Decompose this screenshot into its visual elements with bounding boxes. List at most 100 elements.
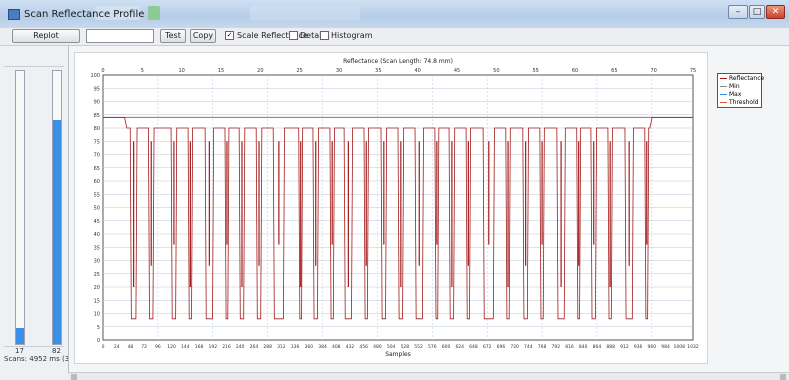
y-tick-label: 40 [94, 232, 100, 238]
x-tick-label: 240 [236, 344, 245, 350]
x-tick-label: 192 [208, 344, 217, 350]
top-tick-label: 45 [454, 68, 460, 74]
x-tick-label: 864 [593, 344, 602, 350]
meter-min-value: 17 [15, 347, 24, 355]
x-tick-label: 0 [102, 344, 105, 350]
close-button[interactable]: ✕ [766, 5, 785, 19]
legend-swatch [720, 78, 727, 79]
top-tick-label: 55 [532, 68, 538, 74]
y-tick-label: 25 [94, 272, 100, 278]
y-tick-label: 5 [97, 325, 100, 331]
y-tick-label: 95 [94, 86, 100, 92]
x-tick-label: 768 [538, 344, 547, 350]
x-tick-label: 408 [332, 344, 341, 350]
x-tick-label: 888 [606, 344, 615, 350]
top-tick-label: 0 [101, 68, 104, 74]
horizontal-scrollbar[interactable] [68, 372, 789, 380]
reflectance-chart: 0510152025303540455055606570758085909510… [90, 58, 698, 358]
x-tick-label: 48 [128, 344, 134, 350]
x-tick-label: 648 [469, 344, 478, 350]
app-icon [8, 9, 20, 20]
x-tick-label: 672 [483, 344, 492, 350]
top-tick-label: 65 [611, 68, 617, 74]
x-tick-label: 624 [455, 344, 464, 350]
maximize-button[interactable]: □ [749, 5, 765, 19]
x-tick-label: 336 [291, 344, 300, 350]
x-tick-label: 696 [497, 344, 506, 350]
legend-label: Min [729, 83, 740, 90]
x-tick-label: 984 [661, 344, 670, 350]
y-tick-label: 0 [97, 338, 100, 344]
title-bar: Scan Reflectance Profile – □ ✕ [0, 0, 789, 28]
scroll-left-arrow[interactable] [71, 374, 77, 380]
y-tick-label: 35 [94, 245, 100, 251]
legend-item-reflectance: Reflectance [720, 75, 764, 83]
window-title: Scan Reflectance Profile [24, 9, 145, 20]
background-taskbar-item [95, 6, 140, 20]
legend-swatch [720, 102, 727, 103]
x-tick-label: 816 [565, 344, 574, 350]
top-tick-label: 35 [375, 68, 381, 74]
legend-item-max: Max [720, 91, 741, 99]
x-tick-label: 912 [620, 344, 629, 350]
test-button[interactable]: Test [160, 29, 186, 43]
y-tick-label: 90 [94, 100, 100, 106]
x-tick-label: 960 [648, 344, 657, 350]
x-tick-label: 168 [195, 344, 204, 350]
top-tick-label: 5 [141, 68, 144, 74]
scroll-right-arrow[interactable] [780, 374, 786, 380]
meter-max-value: 82 [52, 347, 61, 355]
x-tick-label: 528 [401, 344, 410, 350]
x-tick-label: 744 [524, 344, 533, 350]
toolbar-text-input[interactable] [86, 29, 154, 43]
replot-dropdown[interactable]: Replot [12, 29, 80, 43]
chart-legend: Reflectance Min Max Threshold [717, 73, 764, 108]
legend-swatch [720, 86, 727, 87]
details-checkbox[interactable] [289, 31, 298, 40]
histogram-checkbox[interactable] [320, 31, 329, 40]
top-tick-label: 10 [178, 68, 184, 74]
y-tick-label: 100 [90, 73, 100, 79]
minimize-button[interactable]: – [728, 5, 748, 19]
x-tick-label: 792 [551, 344, 560, 350]
y-tick-label: 55 [94, 192, 100, 198]
top-tick-label: 25 [296, 68, 302, 74]
y-tick-label: 85 [94, 113, 100, 119]
meter-max-fill [53, 120, 61, 344]
scale-reflectance-label: Scale Reflectance [237, 31, 308, 40]
status-text: Scans: 4952 ms (3) [4, 355, 72, 363]
background-taskbar-item [250, 6, 360, 20]
legend-item-threshold: Threshold [720, 99, 759, 107]
x-tick-label: 480 [373, 344, 382, 350]
x-tick-label: 120 [167, 344, 176, 350]
replot-dropdown-label: Replot [33, 31, 59, 40]
x-tick-label: 552 [414, 344, 423, 350]
y-tick-label: 80 [94, 126, 100, 132]
x-tick-label: 96 [155, 344, 161, 350]
copy-button[interactable]: Copy [190, 29, 216, 43]
legend-swatch [720, 94, 727, 95]
x-tick-label: 936 [634, 344, 643, 350]
top-tick-label: 60 [572, 68, 578, 74]
x-tick-label: 72 [141, 344, 147, 350]
top-tick-label: 30 [336, 68, 342, 74]
top-tick-label: 20 [257, 68, 263, 74]
top-tick-label: 50 [493, 68, 499, 74]
y-tick-label: 60 [94, 179, 100, 185]
top-tick-label: 75 [690, 68, 696, 74]
legend-label: Reflectance [729, 75, 765, 82]
scale-reflectance-checkbox[interactable]: ✓ [225, 31, 234, 40]
background-taskbar-icon [148, 6, 160, 20]
x-tick-label: 384 [318, 344, 327, 350]
reflectance-series-line [103, 117, 693, 320]
x-tick-label: 144 [181, 344, 190, 350]
x-tick-label: 456 [359, 344, 368, 350]
divider [4, 346, 64, 347]
divider [4, 66, 64, 67]
y-tick-label: 75 [94, 139, 100, 145]
top-tick-label: 40 [414, 68, 420, 74]
x-tick-label: 312 [277, 344, 286, 350]
y-tick-label: 30 [94, 259, 100, 265]
legend-label: Max [729, 91, 742, 98]
y-tick-label: 10 [94, 312, 100, 318]
